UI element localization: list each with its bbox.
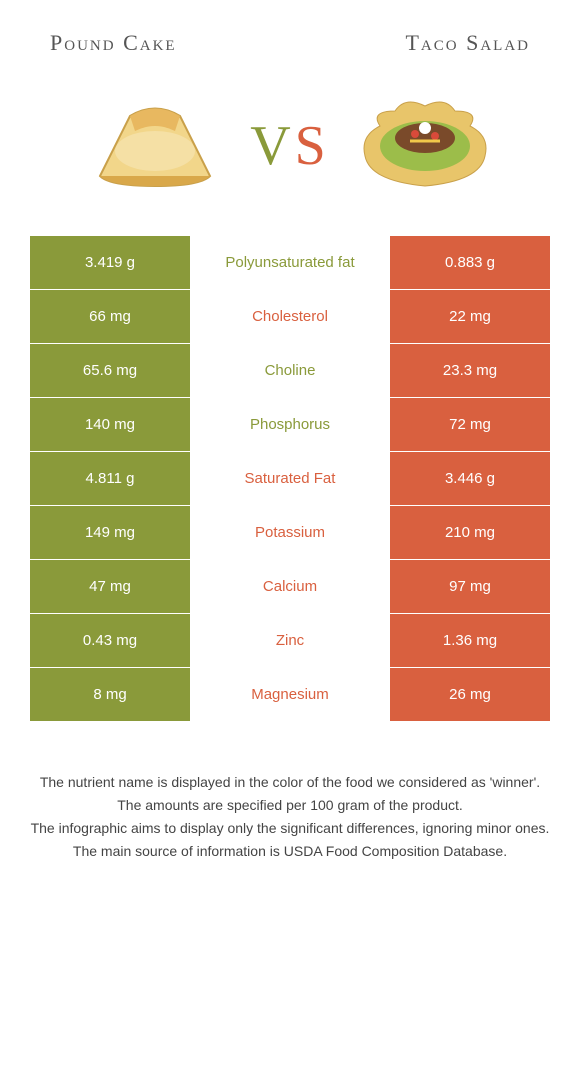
right-food-title: Taco Salad — [405, 30, 530, 56]
table-row: 66 mg Cholesterol 22 mg — [30, 290, 550, 344]
nutrient-label: Saturated Fat — [190, 452, 390, 505]
nutrient-label: Choline — [190, 344, 390, 397]
right-value: 22 mg — [390, 290, 550, 343]
nutrient-label: Cholesterol — [190, 290, 390, 343]
vs-row: VS — [0, 76, 580, 236]
right-food-image — [350, 86, 500, 206]
left-value: 65.6 mg — [30, 344, 190, 397]
left-value: 66 mg — [30, 290, 190, 343]
left-value: 8 mg — [30, 668, 190, 721]
right-value: 97 mg — [390, 560, 550, 613]
table-row: 8 mg Magnesium 26 mg — [30, 668, 550, 722]
left-food-image — [80, 86, 230, 206]
left-value: 47 mg — [30, 560, 190, 613]
table-row: 3.419 g Polyunsaturated fat 0.883 g — [30, 236, 550, 290]
table-row: 0.43 mg Zinc 1.36 mg — [30, 614, 550, 668]
nutrient-label: Magnesium — [190, 668, 390, 721]
left-food-title: Pound Cake — [50, 30, 177, 56]
right-value: 1.36 mg — [390, 614, 550, 667]
right-value: 210 mg — [390, 506, 550, 559]
footer-line: The nutrient name is displayed in the co… — [30, 772, 550, 793]
left-value: 149 mg — [30, 506, 190, 559]
vs-label: VS — [250, 114, 330, 178]
nutrient-table: 3.419 g Polyunsaturated fat 0.883 g 66 m… — [30, 236, 550, 722]
header: Pound Cake Taco Salad — [0, 0, 580, 76]
right-value: 3.446 g — [390, 452, 550, 505]
nutrient-label: Polyunsaturated fat — [190, 236, 390, 289]
table-row: 4.811 g Saturated Fat 3.446 g — [30, 452, 550, 506]
nutrient-label: Phosphorus — [190, 398, 390, 451]
vs-s: S — [295, 115, 330, 177]
footer-notes: The nutrient name is displayed in the co… — [0, 722, 580, 884]
left-value: 4.811 g — [30, 452, 190, 505]
left-value: 140 mg — [30, 398, 190, 451]
nutrient-label: Potassium — [190, 506, 390, 559]
right-value: 0.883 g — [390, 236, 550, 289]
table-row: 149 mg Potassium 210 mg — [30, 506, 550, 560]
table-row: 47 mg Calcium 97 mg — [30, 560, 550, 614]
nutrient-label: Calcium — [190, 560, 390, 613]
table-row: 65.6 mg Choline 23.3 mg — [30, 344, 550, 398]
vs-v: V — [250, 115, 294, 177]
left-value: 0.43 mg — [30, 614, 190, 667]
footer-line: The amounts are specified per 100 gram o… — [30, 795, 550, 816]
left-value: 3.419 g — [30, 236, 190, 289]
right-value: 26 mg — [390, 668, 550, 721]
nutrient-label: Zinc — [190, 614, 390, 667]
right-value: 23.3 mg — [390, 344, 550, 397]
table-row: 140 mg Phosphorus 72 mg — [30, 398, 550, 452]
footer-line: The main source of information is USDA F… — [30, 841, 550, 862]
footer-line: The infographic aims to display only the… — [30, 818, 550, 839]
right-value: 72 mg — [390, 398, 550, 451]
